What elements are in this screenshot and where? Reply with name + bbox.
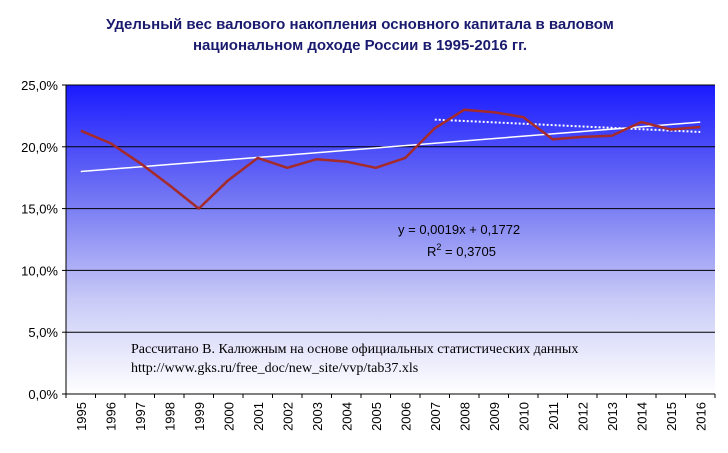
- x-tick-label: 2005: [369, 402, 384, 431]
- x-tick-label: 2015: [664, 402, 679, 431]
- x-tick-label: 2016: [693, 402, 708, 431]
- trendlines: [80, 118, 701, 173]
- x-tick-label: 1995: [74, 402, 89, 431]
- x-tick-label: 2012: [575, 402, 590, 431]
- x-tick-label: 1997: [133, 402, 148, 431]
- r-squared-prefix: R: [427, 244, 436, 259]
- x-tick-label: 2004: [339, 402, 354, 431]
- y-tick-label: 25,0%: [21, 78, 58, 93]
- x-tick-label: 2011: [546, 402, 561, 430]
- r-squared-label: R2 = 0,3705: [427, 242, 496, 259]
- y-tick-label: 15,0%: [21, 202, 58, 217]
- x-tick-label: 1999: [192, 402, 207, 431]
- y-tick-label: 10,0%: [21, 263, 58, 278]
- x-tick-label: 2001: [251, 402, 266, 431]
- x-tick-label: 2006: [398, 402, 413, 431]
- y-tick-labels: 0,0% 5,0% 10,0% 15,0% 20,0% 25,0%: [21, 78, 58, 402]
- x-tick-label: 2007: [428, 402, 443, 431]
- trendline-linear: [80, 121, 701, 173]
- x-tick-label: 1996: [103, 402, 118, 431]
- series-line: [80, 108, 701, 210]
- x-tick-label: 2013: [605, 402, 620, 431]
- r-squared-superscript: 2: [436, 242, 441, 252]
- y-tick-label: 20,0%: [21, 140, 58, 155]
- y-tick-label: 5,0%: [28, 325, 58, 340]
- x-tick-label: 2014: [634, 402, 649, 431]
- source-note-line-1: Рассчитано В. Калюжным на основе официал…: [131, 342, 578, 357]
- x-tick-label: 2000: [221, 402, 236, 431]
- x-tick-label: 2009: [487, 402, 502, 431]
- chart-title-line-2: национальном доходе России в 1995-2016 г…: [192, 37, 528, 54]
- x-tick-label: 2010: [516, 402, 531, 431]
- series: [80, 108, 701, 210]
- x-tick-label: 2003: [310, 402, 325, 431]
- x-tick-label: 2008: [457, 402, 472, 431]
- chart-title: Удельный вес валового накопления основно…: [60, 14, 660, 56]
- x-tick-label: 2002: [280, 402, 295, 431]
- y-tick-label: 0,0%: [28, 387, 58, 402]
- source-note-line-2: http://www.gks.ru/free_doc/new_site/vvp/…: [131, 361, 418, 376]
- regression-equation: y = 0,0019x + 0,1772: [398, 222, 520, 237]
- chart-title-line-1: Удельный вес валового накопления основно…: [106, 16, 614, 33]
- axes: [62, 84, 716, 398]
- r-squared-value: = 0,3705: [441, 244, 496, 259]
- x-tick-label: 1998: [162, 402, 177, 431]
- x-tick-labels: 1995 1996 1997 1998 1999 2000 2001 2002 2003 2004…: [74, 402, 709, 431]
- trendline-dotted: [434, 118, 701, 133]
